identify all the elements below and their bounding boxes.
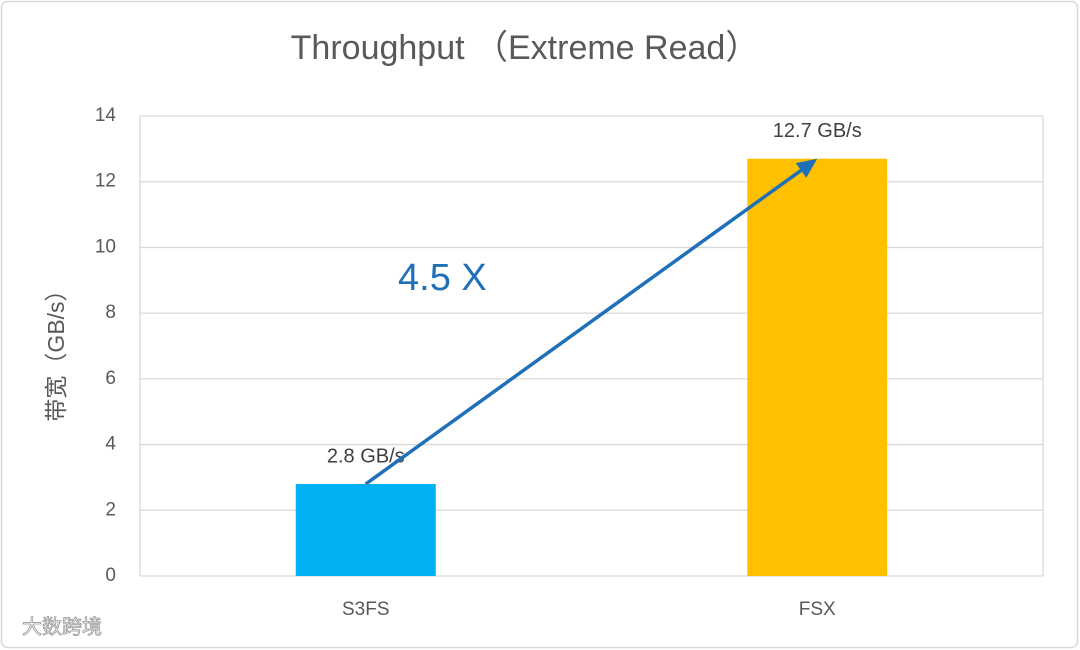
- y-axis-label: 带宽（GB/s）: [43, 278, 69, 421]
- chart-title: Throughput （Extreme Read）: [291, 29, 760, 67]
- y-tick-label: 14: [95, 105, 117, 126]
- ratio-arrow: [364, 165, 807, 486]
- arrow-head: [795, 158, 818, 178]
- y-tick-label: 2: [105, 499, 116, 520]
- y-tick-label: 12: [95, 171, 116, 192]
- bar: [295, 484, 436, 576]
- bar: [747, 158, 888, 576]
- y-tick-label: 6: [105, 368, 116, 389]
- y-tick-label: 8: [105, 302, 116, 323]
- x-tick-label: FSX: [799, 599, 836, 620]
- y-tick-label: 4: [105, 434, 116, 455]
- x-tick-label: S3FS: [342, 599, 390, 620]
- watermark: 大数跨境: [22, 615, 102, 638]
- data-label: 2.8 GB/s: [327, 445, 405, 467]
- y-tick-label: 10: [95, 236, 116, 257]
- data-label: 12.7 GB/s: [773, 120, 862, 142]
- ratio-annotation: 4.5 X: [398, 257, 487, 299]
- y-tick-label: 0: [105, 565, 116, 586]
